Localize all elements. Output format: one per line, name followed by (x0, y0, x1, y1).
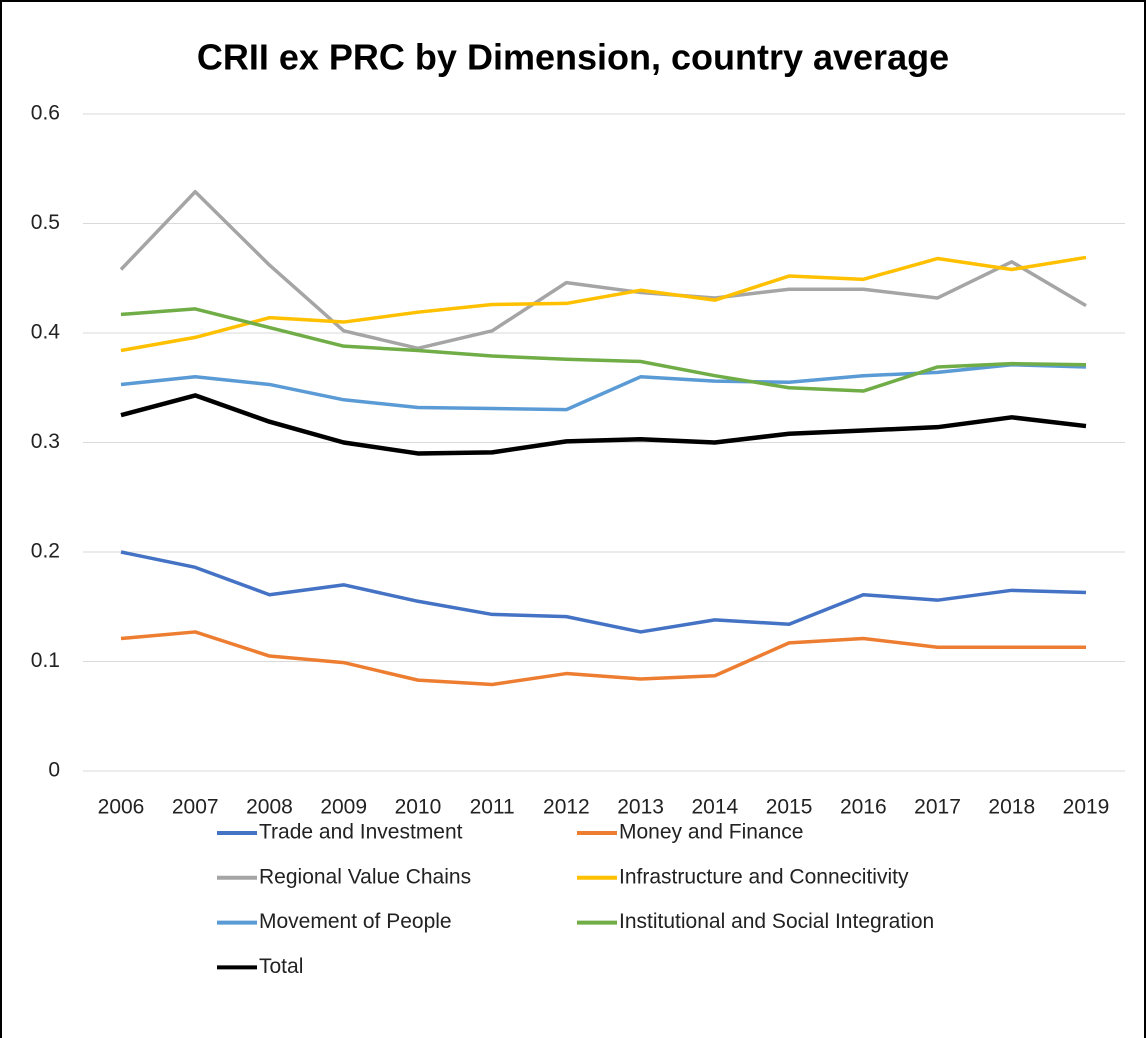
y-tick-label: 0.1 (31, 649, 60, 672)
series-line (120, 363, 1087, 412)
y-tick-label: 0.2 (31, 540, 60, 563)
x-tick-label: 2010 (395, 796, 442, 819)
x-tick-label: 2015 (766, 796, 813, 819)
legend-label: Infrastructure and Connecitivity (619, 865, 909, 888)
legend-label: Regional Value Chains (259, 865, 471, 888)
series-line (120, 550, 1087, 634)
x-tick-label: 2006 (98, 796, 145, 819)
chart-title: CRII ex PRC by Dimension, country averag… (197, 37, 949, 78)
x-tick-label: 2016 (840, 796, 887, 819)
x-tick-label: 2012 (543, 796, 590, 819)
x-tick-label: 2013 (617, 796, 664, 819)
x-tick-label: 2017 (914, 796, 961, 819)
x-tick-label: 2018 (988, 796, 1035, 819)
series-line (120, 255, 1087, 353)
y-tick-label: 0.6 (31, 102, 60, 125)
legend-label: Trade and Investment (259, 821, 463, 844)
y-tick-label: 0 (48, 759, 60, 782)
x-tick-label: 2008 (246, 796, 293, 819)
legend-label: Money and Finance (619, 821, 803, 844)
series-line (120, 307, 1087, 393)
series-line (119, 189, 1087, 351)
x-tick-label: 2009 (320, 796, 367, 819)
series-line (120, 393, 1087, 456)
x-tick-label: 2007 (172, 796, 219, 819)
y-tick-label: 0.5 (31, 211, 60, 234)
legend-label: Total (259, 955, 303, 978)
legend-label: Institutional and Social Integration (619, 910, 934, 933)
x-tick-label: 2014 (691, 796, 738, 819)
y-tick-label: 0.4 (31, 321, 61, 344)
y-tick-label: 0.3 (31, 430, 60, 453)
x-tick-label: 2019 (1063, 796, 1110, 819)
series-line (120, 630, 1086, 687)
x-tick-label: 2011 (470, 796, 515, 819)
legend-label: Movement of People (259, 910, 452, 933)
